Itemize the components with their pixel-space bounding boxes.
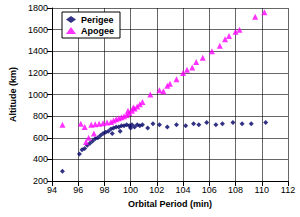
svg-text:98: 98 bbox=[99, 185, 109, 195]
svg-text:400: 400 bbox=[33, 154, 48, 164]
svg-text:Apogee: Apogee bbox=[81, 26, 114, 36]
svg-text:Orbital Period (min): Orbital Period (min) bbox=[128, 199, 212, 209]
svg-text:Altitude (km): Altitude (km) bbox=[8, 67, 18, 122]
svg-text:104: 104 bbox=[176, 185, 191, 195]
svg-text:96: 96 bbox=[73, 185, 83, 195]
svg-text:108: 108 bbox=[228, 185, 243, 195]
svg-text:102: 102 bbox=[149, 185, 164, 195]
svg-text:800: 800 bbox=[33, 111, 48, 121]
svg-text:1200: 1200 bbox=[28, 68, 48, 78]
svg-text:1400: 1400 bbox=[28, 46, 48, 56]
svg-text:1800: 1800 bbox=[28, 3, 48, 13]
svg-text:600: 600 bbox=[33, 133, 48, 143]
svg-text:1000: 1000 bbox=[28, 90, 48, 100]
svg-text:106: 106 bbox=[202, 185, 217, 195]
svg-text:112: 112 bbox=[281, 185, 295, 195]
svg-text:200: 200 bbox=[33, 176, 48, 186]
svg-text:100: 100 bbox=[123, 185, 138, 195]
svg-text:110: 110 bbox=[255, 185, 269, 195]
svg-text:Perigee: Perigee bbox=[81, 15, 114, 25]
svg-text:1600: 1600 bbox=[28, 25, 48, 35]
svg-text:94: 94 bbox=[47, 185, 57, 195]
